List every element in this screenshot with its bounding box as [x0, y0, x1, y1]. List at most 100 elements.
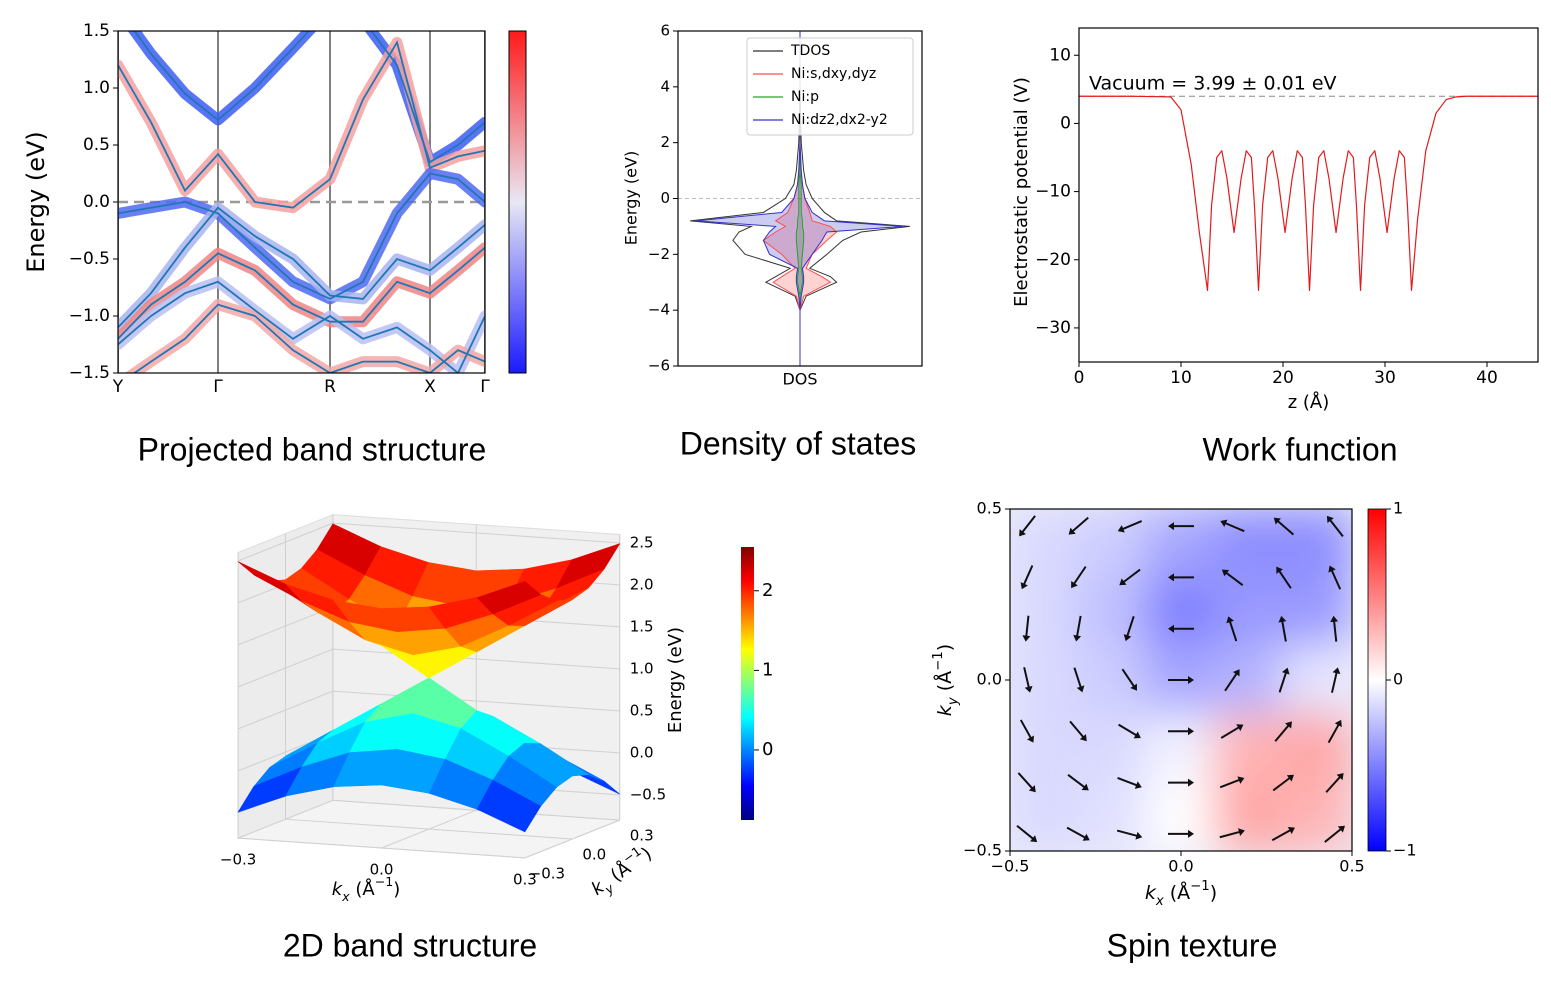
y-axis-label: Electrostatic potential (V): [1011, 77, 1032, 307]
band-line: [118, 280, 485, 373]
z-tick-label: 0.0: [630, 743, 654, 761]
y-tick-label: 0.0: [582, 846, 606, 864]
spin-arrow: [1116, 829, 1143, 840]
colorbar: [1367, 508, 1387, 852]
x-tick-label: 30: [1374, 368, 1396, 388]
dos-line: [799, 31, 904, 366]
spin-arrow: [1118, 723, 1141, 739]
axis-label-part: −1: [1190, 879, 1210, 894]
y-tick-label: −0.5: [963, 841, 1002, 860]
sz-cell: [1282, 576, 1352, 647]
x-tick-label: 20: [1272, 368, 1294, 388]
spin-arrow: [1220, 724, 1244, 739]
sz-cell: [1145, 509, 1217, 579]
dos-line: [690, 31, 801, 366]
y-tick-label: −4: [648, 301, 670, 319]
spin-arrow: [1273, 517, 1295, 536]
sz-cell: [1214, 576, 1285, 647]
x-tick-label: 0: [1074, 368, 1085, 388]
plot-area: [1010, 509, 1352, 851]
dos-line: [795, 31, 801, 366]
sz-cell: [1010, 509, 1080, 579]
axis-label-part: x: [1155, 894, 1164, 909]
axis-label-part: (Å: [350, 878, 376, 900]
x-tick-label: −0.5: [991, 857, 1030, 876]
x-tick-label: 0.0: [370, 861, 394, 879]
dos-fill: [800, 31, 804, 366]
y-tick-label: 0.0: [83, 192, 110, 212]
y-axis-label: Energy (eV): [622, 151, 641, 245]
x-tick-label: 40: [1476, 368, 1498, 388]
sz-cell: [1282, 644, 1352, 716]
spin-arrow: [1019, 515, 1036, 537]
sz-cell: [1010, 713, 1080, 784]
colorbar: [508, 30, 527, 374]
spin-arrow: [1219, 828, 1245, 839]
spin-arrow: [1022, 615, 1031, 642]
axis-label: kx (Å−1): [332, 874, 401, 904]
axis-label-part: ): [1210, 882, 1217, 904]
spin-arrow: [1071, 566, 1087, 589]
panel-caption: Projected band structure: [138, 431, 487, 467]
spin-arrow: [1117, 520, 1143, 533]
y-tick-label: 1.5: [83, 21, 110, 41]
x-tick-label: Γ: [213, 377, 223, 397]
spin-arrow: [1068, 516, 1089, 535]
spin-arrow: [1226, 616, 1238, 642]
y-tick-label: −1.0: [69, 306, 110, 326]
band-line: [118, 40, 485, 209]
axis-label-part: −1: [375, 874, 394, 889]
spin-arrow: [1168, 727, 1194, 736]
spin-arrow: [1121, 668, 1137, 691]
plot-area: [118, 31, 485, 373]
surface-patch: [476, 779, 542, 833]
axis-label-part: ): [393, 879, 400, 900]
y-tick-label: −2: [648, 245, 670, 263]
y-tick-label: 0.5: [977, 499, 1002, 518]
spin-arrow: [1330, 615, 1339, 642]
spin-arrow: [1278, 667, 1290, 693]
x-tick-label: 0.5: [1339, 857, 1364, 876]
x-axis-label: DOS: [782, 370, 817, 389]
z-tick-label: 1.5: [630, 617, 654, 635]
spin-arrow: [1221, 569, 1244, 587]
legend-label: Ni:dz2,dx2-y2: [791, 112, 888, 128]
y-tick-label: −6: [648, 357, 670, 375]
y-tick-label: −20: [1035, 250, 1071, 270]
colorbar-tick-label: 0: [1393, 670, 1403, 689]
y-tick-label: −0.5: [69, 249, 110, 269]
y-tick-label: −30: [1035, 318, 1071, 338]
annotation: Vacuum = 3.99 ± 0.01 eV: [1089, 73, 1337, 95]
spin-arrow: [1117, 777, 1142, 789]
panel-caption: 2D band structure: [283, 927, 537, 963]
x-tick-label: R: [324, 377, 336, 397]
sz-cell: [1077, 644, 1148, 716]
y-tick-label: −10: [1035, 182, 1071, 202]
plot-area: [1079, 95, 1538, 292]
axis-label-part: (Å: [1164, 881, 1190, 904]
axes-frame: [1078, 27, 1539, 363]
sz-cell: [1077, 509, 1148, 579]
panel-caption: Density of states: [680, 425, 917, 461]
panel-caption: Work function: [1202, 431, 1397, 467]
colorbar-tick-label: 2: [762, 580, 773, 601]
sz-cell: [1010, 644, 1080, 716]
dos-fill: [800, 31, 837, 366]
axis-label-part: −1: [931, 651, 946, 671]
spin-arrow: [1123, 616, 1135, 642]
axis-label-part: (Å: [933, 671, 956, 697]
band-line: [132, 303, 485, 373]
sz-cell: [1145, 781, 1217, 851]
y-tick-label: 4: [660, 77, 670, 95]
sz-cell: [1282, 713, 1352, 784]
sz-cell: [1214, 713, 1285, 784]
colorbar-tick-label: 0: [762, 739, 773, 760]
y-tick-label: −0.3: [529, 864, 565, 882]
sz-cell: [1145, 713, 1217, 784]
dos-line: [696, 31, 801, 366]
sz-cell: [1282, 781, 1352, 851]
z-axis-label: Energy (eV): [665, 627, 686, 733]
y-tick-label: 6: [660, 22, 670, 40]
y-tick-label: 0: [660, 189, 670, 207]
